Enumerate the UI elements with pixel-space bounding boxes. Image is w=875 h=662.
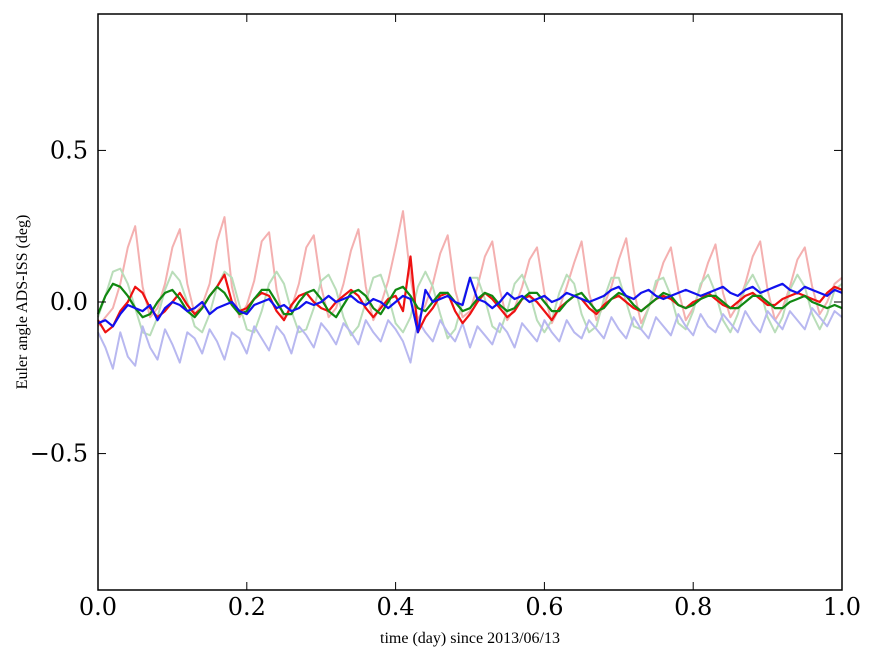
- series-layer: [96, 210, 843, 370]
- y-tick-label: −0.5: [30, 440, 88, 468]
- x-tick-label: 0.8: [674, 593, 712, 621]
- series-line-5: [97, 276, 843, 334]
- y-tick-label: 0.5: [50, 136, 88, 164]
- tick-layer: 0.0 0.2 0.4 0.6 0.8 1.0 −0.5 0.0 0.5: [30, 14, 861, 621]
- y-axis-label: Euler angle ADS-ISS (deg): [14, 215, 31, 390]
- series-line-3: [97, 255, 843, 334]
- x-tick-label: 1.0: [823, 593, 861, 621]
- y-tick-label: 0.0: [50, 288, 88, 316]
- x-tick-label: 0.0: [79, 593, 117, 621]
- series-line-4: [96, 282, 843, 319]
- x-tick-label: 0.2: [228, 593, 266, 621]
- series-line-2: [97, 307, 843, 370]
- x-tick-label: 0.4: [377, 593, 415, 621]
- x-axis-label: time (day) since 2013/06/13: [380, 630, 560, 647]
- series-line-0: [97, 210, 843, 327]
- x-tick-label: 0.6: [525, 593, 563, 621]
